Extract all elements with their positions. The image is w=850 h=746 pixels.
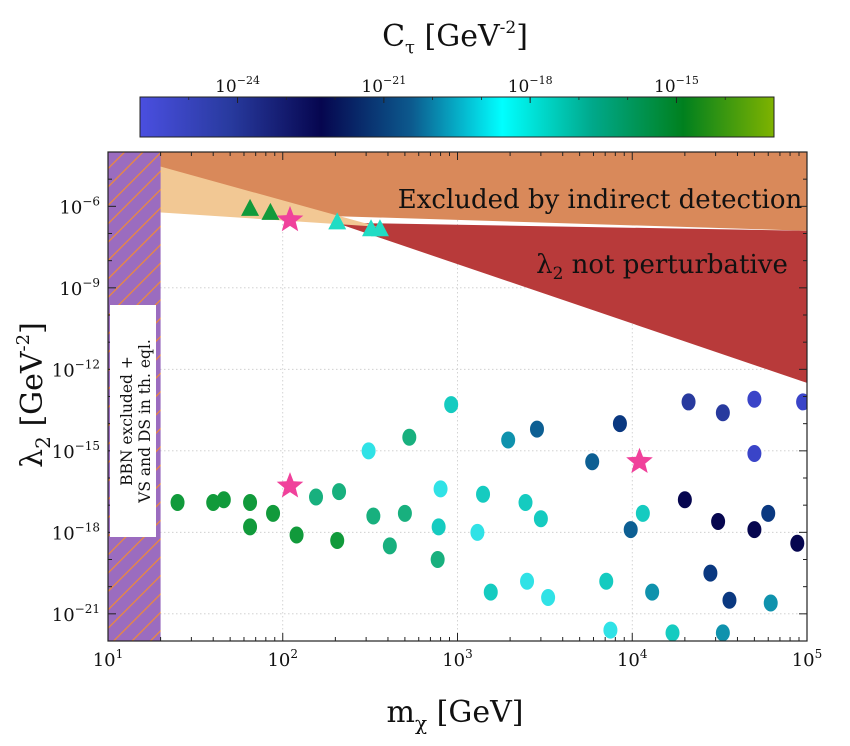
- star-point: [626, 447, 653, 473]
- circle-point: [541, 589, 556, 607]
- circle-point: [715, 404, 730, 422]
- circle-point: [603, 621, 618, 639]
- circle-point: [206, 493, 221, 511]
- not-perturbative-region: [335, 222, 807, 383]
- colorbar-tick-labels: 10−24 10−21 10−18 10−15: [215, 74, 699, 97]
- y-tick-label: 10−6: [59, 194, 100, 218]
- circle-point: [529, 420, 544, 438]
- circle-point: [366, 507, 381, 525]
- colorbar-label: Cτ [GeV-2]: [382, 18, 528, 58]
- colorbar-ticks: [188, 97, 726, 103]
- circle-point: [681, 393, 696, 411]
- circle-point: [243, 518, 258, 536]
- x-tick-labels: 101 102 103 104 105: [93, 647, 823, 671]
- triangle-point: [241, 198, 260, 216]
- triangle-point: [370, 219, 389, 237]
- bbn-label-group: BBN excluded + VS and DS in th. eql.: [110, 305, 156, 537]
- circle-point: [790, 534, 805, 552]
- triangle-point: [328, 212, 347, 230]
- circle-point: [796, 393, 807, 411]
- y-tick-label: 10−18: [52, 520, 100, 544]
- colorbar-tick-label: 10−15: [654, 74, 699, 97]
- circle-point: [332, 483, 347, 501]
- circle-point: [266, 504, 281, 522]
- data-points: [170, 198, 807, 641]
- colorbar-tick-label: 10−18: [508, 74, 553, 97]
- star-point: [276, 472, 304, 498]
- circle-point: [599, 572, 614, 590]
- circle-point: [243, 493, 258, 511]
- circle-point: [430, 551, 445, 568]
- x-tick-label: 104: [617, 647, 648, 671]
- y-tick-labels: 10−6 10−9 10−12 10−15 10−18 10−21: [52, 194, 100, 626]
- circle-point: [501, 431, 516, 449]
- circle-point: [289, 526, 304, 544]
- bbn-label-line1: BBN excluded +: [118, 356, 136, 486]
- circle-point: [665, 624, 680, 641]
- circle-point: [711, 512, 726, 530]
- x-tick-label: 103: [442, 647, 473, 671]
- y-tick-label: 10−9: [59, 276, 100, 300]
- x-tick-label: 102: [267, 647, 298, 671]
- circle-point: [216, 491, 231, 509]
- circle-point: [444, 396, 459, 414]
- circle-point: [623, 521, 638, 539]
- circle-point: [761, 504, 776, 522]
- indirect-detection-label: Excluded by indirect detection: [398, 185, 803, 215]
- circle-point: [645, 583, 660, 601]
- x-axis-label: mχ [GeV]: [387, 695, 524, 735]
- circle-point: [476, 485, 491, 503]
- y-tick-label: 10−21: [52, 602, 100, 626]
- circle-point: [747, 390, 762, 408]
- colorbar-tick-label: 10−21: [361, 74, 406, 97]
- circle-point: [635, 504, 650, 522]
- circle-point: [585, 453, 600, 471]
- bbn-label-line2: VS and DS in th. eql.: [136, 339, 154, 504]
- circle-point: [520, 572, 535, 590]
- x-tick-label: 105: [792, 647, 823, 671]
- circle-point: [402, 428, 417, 446]
- circle-point: [722, 591, 737, 609]
- circle-point: [330, 531, 345, 549]
- y-tick-label: 10−12: [52, 357, 100, 381]
- circle-point: [763, 594, 778, 612]
- circle-point: [783, 640, 788, 641]
- circle-point: [483, 583, 498, 601]
- circle-point: [382, 537, 397, 555]
- colorbar-tick-label: 10−24: [215, 74, 260, 97]
- circle-point: [747, 521, 762, 539]
- circle-point: [433, 480, 448, 498]
- triangle-point: [261, 202, 280, 220]
- circle-point: [470, 523, 485, 541]
- circle-point: [170, 493, 185, 511]
- indirect-detection-overlap: [108, 152, 378, 227]
- circle-point: [677, 491, 692, 509]
- circle-point: [747, 445, 762, 463]
- circle-point: [309, 488, 324, 506]
- circle-point: [431, 518, 446, 536]
- circle-point: [518, 493, 533, 511]
- y-tick-label: 10−15: [52, 439, 100, 463]
- x-tick-label: 101: [93, 647, 124, 671]
- circle-point: [703, 564, 718, 582]
- colorbar: [139, 96, 775, 138]
- bbn-label-box: [110, 305, 156, 537]
- circle-point: [612, 415, 627, 433]
- perturbative-label: λ2 not perturbative: [536, 250, 788, 284]
- circle-point: [397, 504, 412, 522]
- star-point: [276, 205, 304, 232]
- circle-point: [533, 510, 548, 528]
- y-axis-label: λ2 [GeV-2]: [13, 322, 55, 468]
- circle-point: [715, 624, 730, 641]
- circle-point: [361, 442, 376, 460]
